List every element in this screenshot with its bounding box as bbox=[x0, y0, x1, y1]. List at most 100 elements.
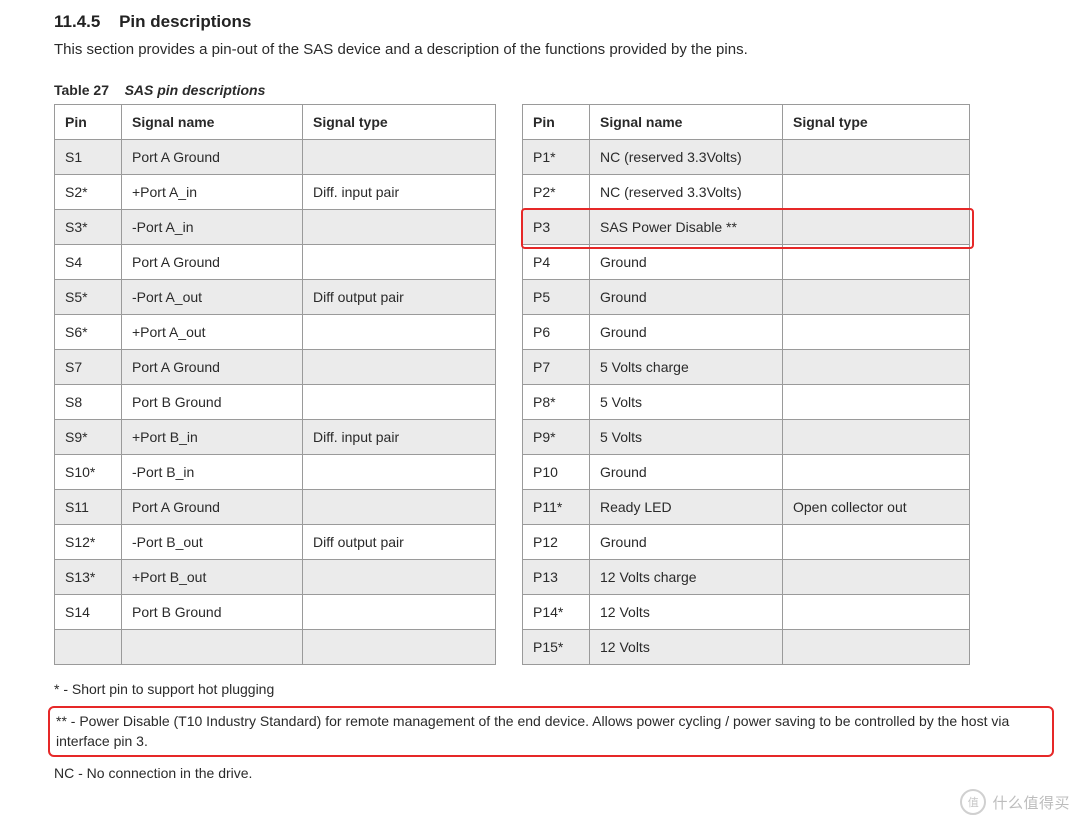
intro-paragraph: This section provides a pin-out of the S… bbox=[54, 40, 1080, 60]
table-row: P8*5 Volts bbox=[523, 385, 970, 420]
cell-pin: S6* bbox=[55, 315, 122, 350]
table-label: Table 27 bbox=[54, 82, 109, 98]
cell-signal: Port A Ground bbox=[122, 140, 303, 175]
cell-type bbox=[783, 385, 970, 420]
cell-pin: P14* bbox=[523, 595, 590, 630]
cell-pin: S3* bbox=[55, 210, 122, 245]
cell-signal: NC (reserved 3.3Volts) bbox=[590, 140, 783, 175]
cell-pin: P8* bbox=[523, 385, 590, 420]
table-row: S3*-Port A_in bbox=[55, 210, 496, 245]
cell-type bbox=[303, 630, 496, 665]
cell-type bbox=[783, 315, 970, 350]
cell-pin: P11* bbox=[523, 490, 590, 525]
table-row: S11Port A Ground bbox=[55, 490, 496, 525]
table-row: P10Ground bbox=[523, 455, 970, 490]
table-row: P15*12 Volts bbox=[523, 630, 970, 665]
cell-type bbox=[783, 350, 970, 385]
cell-type bbox=[303, 245, 496, 280]
cell-signal: Port A Ground bbox=[122, 245, 303, 280]
cell-signal bbox=[122, 630, 303, 665]
cell-signal: Port A Ground bbox=[122, 490, 303, 525]
cell-type bbox=[303, 140, 496, 175]
table-row: P3SAS Power Disable ** bbox=[523, 210, 970, 245]
table-row: S10*-Port B_in bbox=[55, 455, 496, 490]
cell-pin: S14 bbox=[55, 595, 122, 630]
cell-signal: Ground bbox=[590, 525, 783, 560]
col-header-signal: Signal name bbox=[590, 105, 783, 140]
cell-signal: 5 Volts bbox=[590, 385, 783, 420]
cell-signal: Port B Ground bbox=[122, 385, 303, 420]
cell-signal: Ground bbox=[590, 315, 783, 350]
cell-signal: -Port A_in bbox=[122, 210, 303, 245]
cell-type bbox=[783, 630, 970, 665]
cell-type bbox=[783, 455, 970, 490]
cell-type: Diff output pair bbox=[303, 280, 496, 315]
table-row: P12Ground bbox=[523, 525, 970, 560]
cell-pin: P5 bbox=[523, 280, 590, 315]
table-row: S7Port A Ground bbox=[55, 350, 496, 385]
cell-signal: Ground bbox=[590, 455, 783, 490]
table-row: S14Port B Ground bbox=[55, 595, 496, 630]
cell-pin: S9* bbox=[55, 420, 122, 455]
pin-table-right: Pin Signal name Signal type P1*NC (reser… bbox=[522, 104, 970, 665]
cell-pin: P12 bbox=[523, 525, 590, 560]
cell-type bbox=[303, 490, 496, 525]
cell-type bbox=[783, 175, 970, 210]
cell-pin: P6 bbox=[523, 315, 590, 350]
cell-signal: -Port A_out bbox=[122, 280, 303, 315]
cell-type bbox=[783, 525, 970, 560]
cell-signal: SAS Power Disable ** bbox=[590, 210, 783, 245]
cell-pin: P2* bbox=[523, 175, 590, 210]
cell-pin: P15* bbox=[523, 630, 590, 665]
table-row bbox=[55, 630, 496, 665]
cell-pin: S1 bbox=[55, 140, 122, 175]
cell-pin: P4 bbox=[523, 245, 590, 280]
section-heading: 11.4.5 Pin descriptions bbox=[54, 12, 1080, 32]
cell-type bbox=[783, 140, 970, 175]
table-row: S13*+Port B_out bbox=[55, 560, 496, 595]
cell-pin: S10* bbox=[55, 455, 122, 490]
watermark-text: 什么值得买 bbox=[992, 792, 1070, 813]
col-header-type: Signal type bbox=[783, 105, 970, 140]
table-row: S4Port A Ground bbox=[55, 245, 496, 280]
cell-pin: P13 bbox=[523, 560, 590, 595]
cell-pin: S13* bbox=[55, 560, 122, 595]
cell-signal: Port A Ground bbox=[122, 350, 303, 385]
cell-pin bbox=[55, 630, 122, 665]
cell-type: Open collector out bbox=[783, 490, 970, 525]
watermark-logo-icon: 值 bbox=[960, 789, 986, 815]
cell-type bbox=[303, 385, 496, 420]
cell-type bbox=[783, 210, 970, 245]
footnote-nc: NC - No connection in the drive. bbox=[54, 763, 1080, 783]
table-row: P5Ground bbox=[523, 280, 970, 315]
table-row: S2*+Port A_inDiff. input pair bbox=[55, 175, 496, 210]
tables-wrapper: Pin Signal name Signal type S1Port A Gro… bbox=[54, 104, 1080, 665]
footnote-shortpin: * - Short pin to support hot plugging bbox=[54, 679, 1080, 699]
table-row: S8Port B Ground bbox=[55, 385, 496, 420]
cell-type bbox=[303, 315, 496, 350]
cell-type bbox=[303, 210, 496, 245]
cell-type bbox=[783, 595, 970, 630]
cell-pin: S5* bbox=[55, 280, 122, 315]
cell-type bbox=[303, 595, 496, 630]
pin-table-left: Pin Signal name Signal type S1Port A Gro… bbox=[54, 104, 496, 665]
cell-signal: +Port A_out bbox=[122, 315, 303, 350]
cell-pin: S12* bbox=[55, 525, 122, 560]
col-header-type: Signal type bbox=[303, 105, 496, 140]
table-row: S9*+Port B_inDiff. input pair bbox=[55, 420, 496, 455]
cell-signal: 12 Volts bbox=[590, 595, 783, 630]
cell-type bbox=[783, 245, 970, 280]
cell-signal: 12 Volts charge bbox=[590, 560, 783, 595]
cell-type bbox=[783, 420, 970, 455]
cell-pin: P1* bbox=[523, 140, 590, 175]
cell-type bbox=[783, 280, 970, 315]
table-row: P75 Volts charge bbox=[523, 350, 970, 385]
table-row: P14*12 Volts bbox=[523, 595, 970, 630]
cell-pin: P3 bbox=[523, 210, 590, 245]
cell-pin: P7 bbox=[523, 350, 590, 385]
cell-type: Diff output pair bbox=[303, 525, 496, 560]
cell-type: Diff. input pair bbox=[303, 175, 496, 210]
footnote-powerdisable: ** - Power Disable (T10 Industry Standar… bbox=[56, 713, 1009, 749]
table-row: S5*-Port A_outDiff output pair bbox=[55, 280, 496, 315]
cell-pin: S11 bbox=[55, 490, 122, 525]
